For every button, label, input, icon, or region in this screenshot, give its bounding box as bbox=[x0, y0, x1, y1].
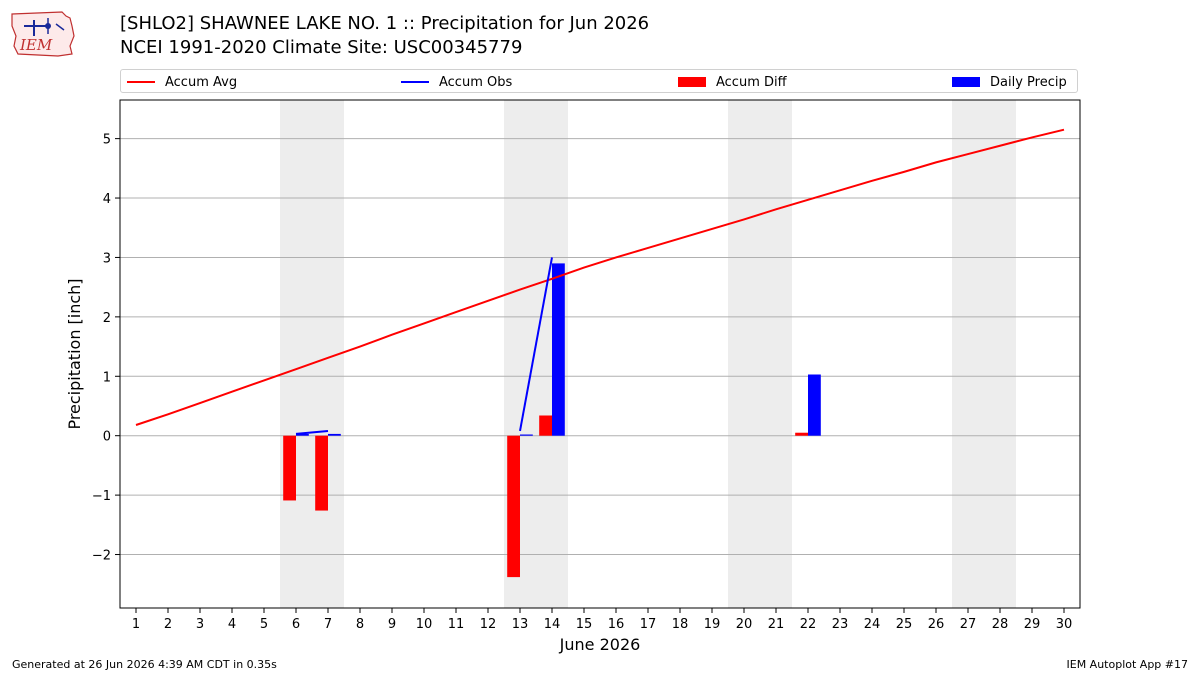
x-tick-label-13: 14 bbox=[544, 617, 561, 632]
legend-item-accum-obs: Accum Obs bbox=[401, 70, 512, 94]
x-tick-label-12: 13 bbox=[512, 617, 529, 632]
legend-label-accum-diff: Accum Diff bbox=[716, 74, 787, 90]
x-tick-label-3: 4 bbox=[228, 617, 236, 632]
y-axis-label: Precipitation [inch] bbox=[65, 278, 84, 429]
legend-swatch-accum-avg bbox=[127, 81, 155, 83]
footer-app: IEM Autoplot App #17 bbox=[1066, 658, 1189, 671]
y-tick-label-7: 5 bbox=[103, 133, 111, 148]
line-accum-avg bbox=[135, 128, 1065, 426]
y-tick-label-5: 3 bbox=[103, 251, 111, 266]
bar-daily-precip-7 bbox=[328, 433, 341, 436]
x-tick-label-7: 8 bbox=[356, 617, 364, 632]
plot-frame bbox=[119, 99, 1081, 609]
x-tick-label-5: 6 bbox=[292, 617, 300, 632]
x-tick-label-17: 18 bbox=[672, 617, 689, 632]
x-tick-label-21: 22 bbox=[800, 617, 817, 632]
y-tick-label-6: 4 bbox=[103, 192, 111, 207]
bar-daily-precip-22 bbox=[808, 374, 821, 436]
legend-item-accum-avg: Accum Avg bbox=[127, 70, 237, 94]
y-tick-label-1: −1 bbox=[92, 489, 111, 504]
legend-swatch-accum-diff bbox=[678, 77, 706, 87]
bar-accum-diff-6 bbox=[283, 435, 296, 501]
x-tick-label-20: 21 bbox=[768, 617, 785, 632]
bar-accum-diff-14 bbox=[539, 415, 552, 436]
y-tick-label-0: −2 bbox=[92, 549, 111, 564]
y-tick-label-2: 0 bbox=[103, 430, 111, 445]
iem-logo: IEM bbox=[11, 11, 75, 57]
legend-label-accum-avg: Accum Avg bbox=[165, 74, 238, 90]
legend-item-daily-precip: Daily Precip bbox=[952, 70, 1067, 94]
line-accum-obs-0 bbox=[295, 429, 329, 435]
x-tick-label-14: 15 bbox=[576, 617, 593, 632]
legend-swatch-daily-precip bbox=[952, 77, 980, 87]
x-tick-label-18: 19 bbox=[704, 617, 721, 632]
x-tick-label-29: 30 bbox=[1056, 617, 1073, 632]
x-tick-label-10: 11 bbox=[448, 617, 465, 632]
y-tick-label-3: 1 bbox=[103, 370, 111, 385]
x-tick-label-2: 3 bbox=[196, 617, 204, 632]
legend-label-accum-obs: Accum Obs bbox=[439, 74, 513, 90]
weekend-shade-3 bbox=[952, 100, 1016, 608]
legend-item-accum-diff: Accum Diff bbox=[678, 70, 787, 94]
x-tick-label-23: 24 bbox=[864, 617, 881, 632]
x-tick-label-22: 23 bbox=[832, 617, 849, 632]
legend-swatch-accum-obs bbox=[401, 81, 429, 83]
chart-subtitle: NCEI 1991-2020 Climate Site: USC00345779 bbox=[120, 37, 523, 58]
weekend-shade-2 bbox=[728, 100, 792, 608]
x-tick-label-1: 2 bbox=[164, 617, 172, 632]
x-tick-label-28: 29 bbox=[1024, 617, 1041, 632]
x-tick-label-26: 27 bbox=[960, 617, 977, 632]
x-tick-label-27: 28 bbox=[992, 617, 1009, 632]
bar-accum-diff-22 bbox=[795, 432, 808, 436]
x-tick-label-15: 16 bbox=[608, 617, 625, 632]
x-tick-label-8: 9 bbox=[388, 617, 396, 632]
x-tick-label-24: 25 bbox=[896, 617, 913, 632]
line-accum-obs-1 bbox=[519, 257, 553, 432]
x-tick-label-6: 7 bbox=[324, 617, 332, 632]
x-axis-label: June 2026 bbox=[559, 635, 641, 654]
chart-title: [SHLO2] SHAWNEE LAKE NO. 1 :: Precipitat… bbox=[120, 13, 650, 34]
bar-accum-diff-13 bbox=[507, 435, 520, 578]
legend-label-daily-precip: Daily Precip bbox=[990, 74, 1067, 90]
x-tick-label-0: 1 bbox=[132, 617, 140, 632]
bar-daily-precip-13 bbox=[520, 434, 533, 436]
weekend-shade-0 bbox=[280, 100, 344, 608]
bar-daily-precip-14 bbox=[552, 263, 565, 436]
bar-accum-diff-7 bbox=[315, 435, 328, 511]
y-tick-label-4: 2 bbox=[103, 311, 111, 326]
bar-daily-precip-6 bbox=[296, 433, 309, 436]
x-tick-label-4: 5 bbox=[260, 617, 268, 632]
x-tick-label-25: 26 bbox=[928, 617, 945, 632]
footer-generated: Generated at 26 Jun 2026 4:39 AM CDT in … bbox=[12, 658, 277, 671]
x-tick-label-16: 17 bbox=[640, 617, 657, 632]
x-tick-label-9: 10 bbox=[416, 617, 433, 632]
legend: Accum Avg Accum Obs Accum Diff Daily Pre… bbox=[120, 69, 1078, 93]
logo-text: IEM bbox=[19, 36, 53, 54]
x-tick-label-11: 12 bbox=[480, 617, 497, 632]
x-tick-label-19: 20 bbox=[736, 617, 753, 632]
